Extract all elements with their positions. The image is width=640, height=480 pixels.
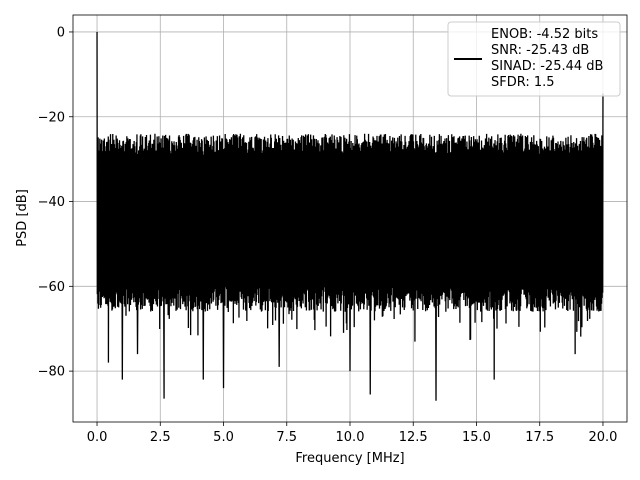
x-tick-label: 12.5 [399,430,428,445]
legend-box [447,21,621,97]
y-axis-label: PSD [dB] [15,189,30,247]
y-tick-label: −20 [38,110,65,125]
x-axis-label: Frequency [MHz] [295,451,404,466]
x-tick-label: 10.0 [336,430,365,445]
x-tick-label: 7.5 [276,430,297,445]
plot-area [96,31,604,401]
y-tick-label: −60 [38,280,65,295]
y-axis: 0 −20 −40 −60 −80 [38,25,73,380]
x-axis: 0.0 2.5 5.0 7.5 10.0 12.5 15.0 17.5 20.0 [87,422,617,445]
y-tick-label: −80 [38,365,65,380]
x-tick-label: 17.5 [525,430,554,445]
psd-series-line [96,31,604,401]
legend-enob: ENOB: -4.52 bits [491,27,598,42]
x-tick-label: 20.0 [588,430,617,445]
x-tick-label: 2.5 [150,430,171,445]
y-tick-label: −40 [38,195,65,210]
x-tick-label: 0.0 [87,430,108,445]
x-tick-label: 15.0 [462,430,491,445]
legend: ENOB: -4.52 bits SNR: -25.43 dB SINAD: -… [447,21,621,97]
legend-snr: SNR: -25.43 dB [491,43,589,58]
y-tick-label: 0 [57,25,65,40]
x-tick-label: 5.0 [213,430,234,445]
legend-sfdr: SFDR: 1.5 [491,75,555,90]
legend-sinad: SINAD: -25.44 dB [491,59,603,74]
